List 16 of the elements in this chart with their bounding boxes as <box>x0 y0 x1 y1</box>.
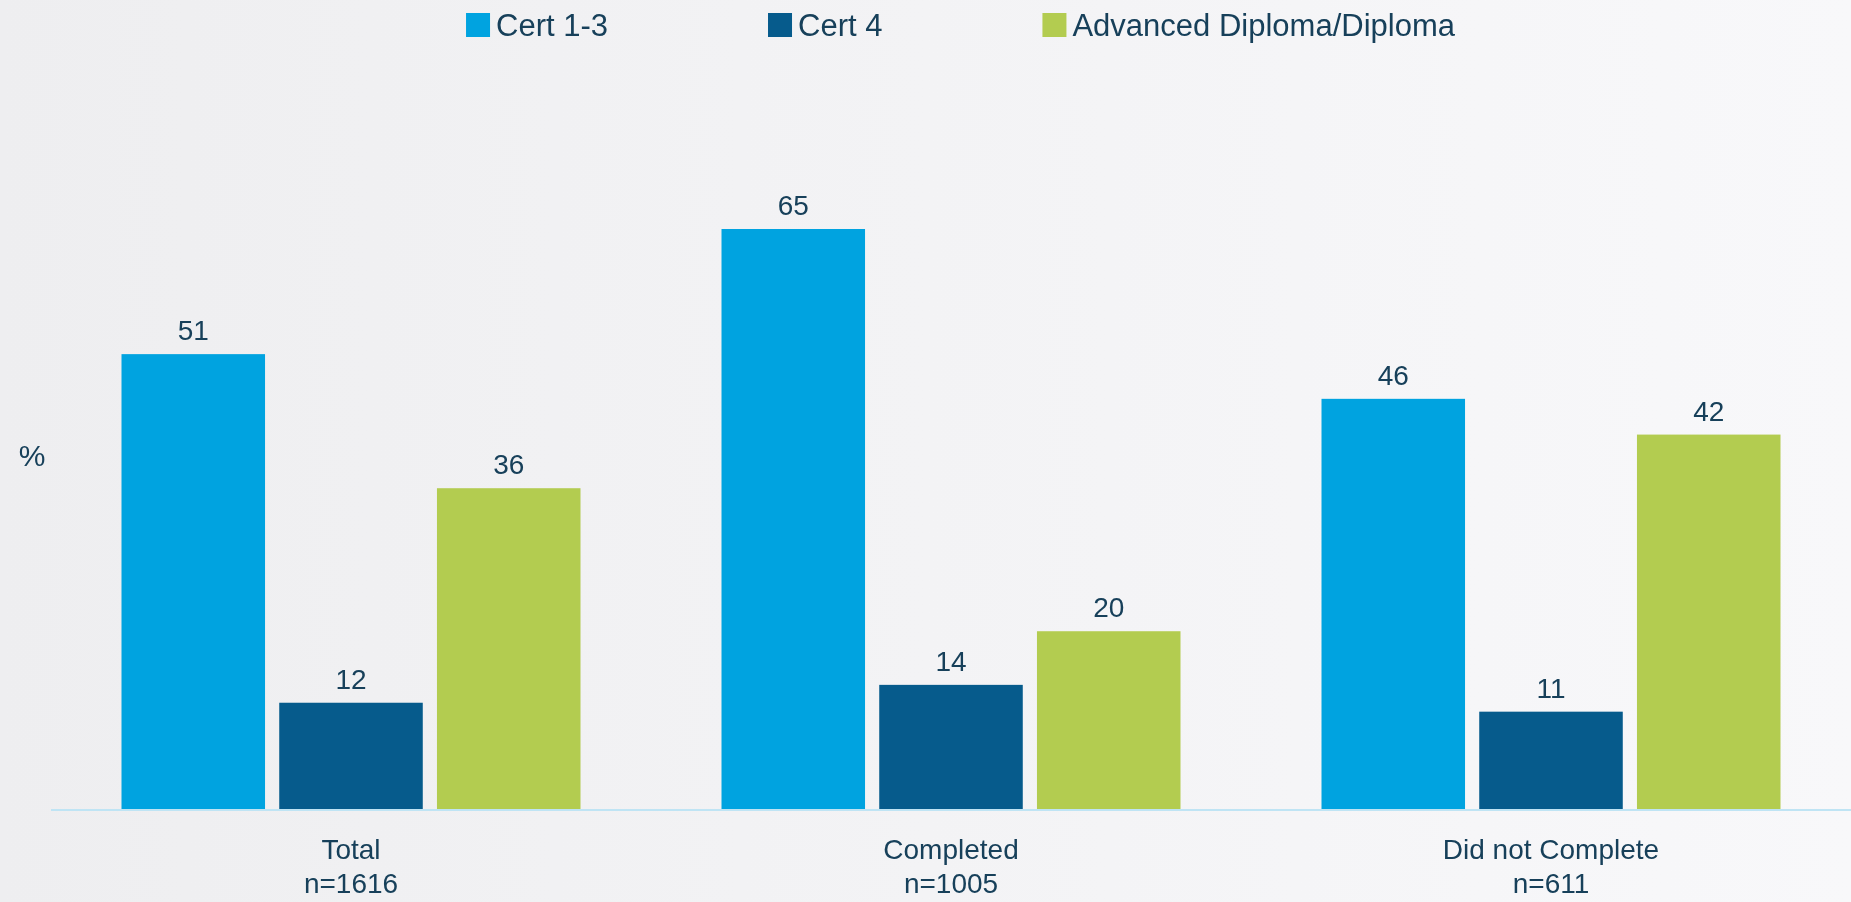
data-label: 51 <box>177 315 209 347</box>
x-tick-label: Completed n=1005 <box>883 834 1019 899</box>
legend-label: Advanced Diploma/Diploma <box>1072 8 1456 43</box>
data-label: 11 <box>1536 672 1566 704</box>
data-label: 20 <box>1093 592 1125 624</box>
x-tick-label: Total n=1616 <box>303 834 399 899</box>
data-label: 42 <box>1693 395 1725 427</box>
legend-label: Cert 4 <box>798 8 883 43</box>
data-label: 65 <box>777 190 809 221</box>
x-tick-label: Did not Complete n=611 <box>1442 834 1660 899</box>
y-axis-title: % <box>18 439 46 472</box>
data-label: 12 <box>335 663 367 695</box>
data-label: 14 <box>935 645 967 677</box>
legend-label: Cert 1-3 <box>496 8 609 43</box>
data-label: 46 <box>1377 359 1409 391</box>
data-label: 36 <box>493 449 525 481</box>
